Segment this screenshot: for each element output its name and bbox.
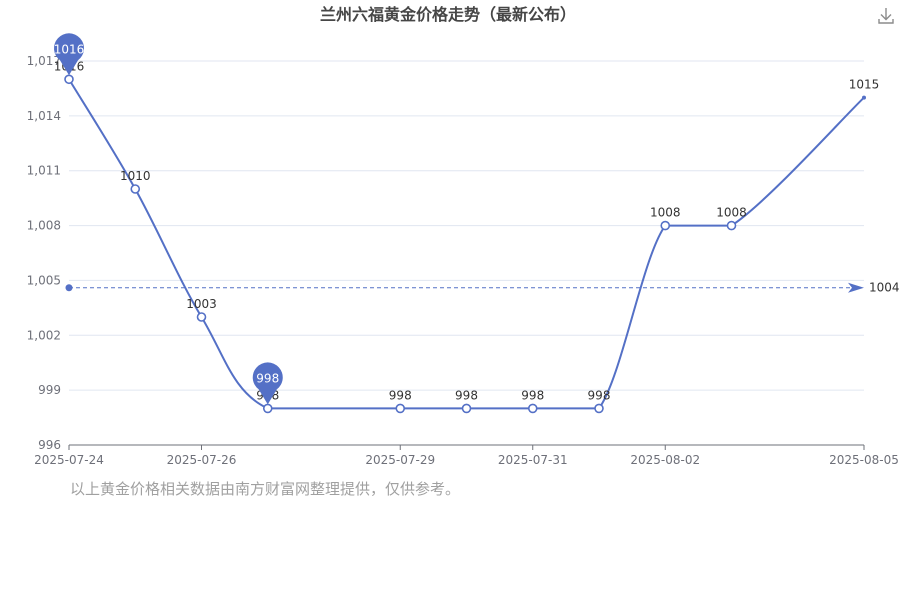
- min-pin: [252, 362, 283, 405]
- data-point: [527, 403, 538, 414]
- y-tick-label: 1,005: [27, 273, 61, 287]
- y-tick-label: 996: [38, 438, 61, 452]
- data-label: 998: [389, 388, 412, 402]
- data-point: [660, 220, 671, 231]
- data-label: 998: [455, 388, 478, 402]
- data-labels: 101610101003998998998998998100810081015: [54, 59, 880, 402]
- data-point: [395, 403, 406, 414]
- max-pin: [54, 33, 84, 76]
- y-tick-label: 1,014: [27, 109, 61, 123]
- x-tick-label: 2025-07-31: [498, 453, 568, 467]
- y-tick-label: 1,017: [27, 54, 61, 68]
- data-point: [196, 312, 207, 322]
- x-tick-label: 2025-07-26: [167, 453, 237, 467]
- data-label: 1008: [650, 206, 681, 220]
- extreme-markers: 1016 998: [54, 33, 283, 405]
- data-label: 998: [521, 388, 544, 402]
- y-tick-label: 1,011: [27, 164, 61, 178]
- data-point: [64, 74, 74, 85]
- data-point: [130, 184, 141, 194]
- max-pin-label: 1016: [54, 42, 85, 56]
- data-label: 1003: [186, 297, 217, 311]
- x-tick-label: 2025-08-02: [630, 453, 700, 467]
- data-label: 1008: [716, 206, 747, 220]
- x-tick-label: 2025-07-29: [365, 453, 435, 467]
- data-point: [862, 95, 866, 100]
- price-series: [64, 74, 866, 414]
- average-arrow: [848, 282, 864, 293]
- data-point: [262, 403, 273, 414]
- axes: 996 999 1,002 1,005 1,008 1,011 1,014 1,017 2025…: [27, 54, 899, 467]
- y-tick-label: 999: [38, 383, 61, 397]
- average-label: 1004: [869, 281, 900, 295]
- data-point: [461, 403, 472, 414]
- series-line: [68, 78, 865, 410]
- x-tick-label: 2025-07-24: [34, 453, 104, 467]
- y-tick-label: 1,002: [27, 328, 61, 342]
- grid-lines: [69, 60, 864, 391]
- data-label: 1010: [120, 169, 151, 183]
- download-glyph: [878, 8, 894, 24]
- min-pin-label: 998: [256, 371, 279, 385]
- download-icon[interactable]: [876, 6, 896, 26]
- average-line-start: [65, 284, 73, 292]
- data-point: [726, 220, 737, 231]
- footnote: 以上黄金价格相关数据由南方财富网整理提供，仅供参考。: [70, 480, 461, 498]
- data-label: 998: [588, 388, 611, 402]
- data-label: 1015: [849, 78, 880, 92]
- chart-title: 兰州六福黄金价格走势（最新公布）: [320, 5, 576, 24]
- x-tick-label: 2025-08-05: [829, 453, 899, 467]
- average-markline: 1004: [65, 281, 900, 295]
- y-tick-label: 1,008: [27, 219, 61, 233]
- data-point: [594, 403, 604, 414]
